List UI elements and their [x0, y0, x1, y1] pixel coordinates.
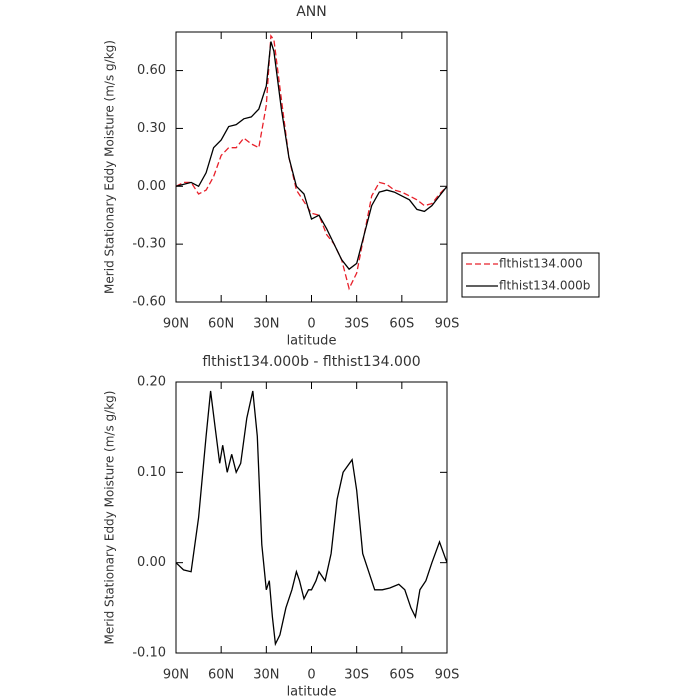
x-tick-label: 90S	[435, 317, 460, 332]
x-tick-label: 0	[307, 668, 315, 683]
y-axis-label: Merid Stationary Eddy Moisture (m/s g/kg…	[103, 40, 117, 294]
legend-label: flthist134.000b	[499, 279, 590, 293]
y-tick-label: -0.60	[132, 295, 166, 310]
x-tick-label: 90S	[435, 668, 460, 683]
y-tick-label: -0.10	[132, 646, 166, 661]
y-tick-label: 0.10	[137, 465, 166, 480]
chart-title: ANN	[296, 4, 327, 20]
x-axis-label: latitude	[287, 685, 337, 700]
x-tick-label: 90N	[163, 317, 189, 332]
series-line	[175, 41, 448, 271]
y-tick-label: 0.60	[137, 63, 166, 78]
x-axis-label: latitude	[287, 334, 337, 349]
x-tick-label: 60N	[208, 317, 234, 332]
y-tick-label: 0.30	[137, 121, 166, 136]
x-tick-label: 30S	[344, 668, 369, 683]
x-tick-label: 0	[307, 317, 315, 332]
x-tick-label: 30S	[344, 317, 369, 332]
y-tick-label: 0.00	[137, 179, 166, 194]
y-tick-label: -0.30	[132, 237, 166, 252]
plot-frame	[175, 381, 448, 654]
x-tick-label: 90N	[163, 668, 189, 683]
x-tick-label: 30N	[253, 668, 279, 683]
y-tick-label: 0.00	[137, 555, 166, 570]
y-axis-label: Merid Stationary Eddy Moisture (m/s g/kg…	[103, 391, 117, 645]
x-tick-label: 60N	[208, 668, 234, 683]
series-line	[175, 390, 448, 647]
legend-box	[461, 252, 600, 298]
x-tick-label: 30N	[253, 317, 279, 332]
x-tick-label: 60S	[389, 317, 414, 332]
chart-title: flthist134.000b - flthist134.000	[202, 354, 420, 370]
legend-label: flthist134.000	[499, 257, 583, 271]
x-tick-label: 60S	[389, 668, 414, 683]
y-tick-label: 0.20	[137, 375, 166, 390]
series-line	[175, 34, 448, 291]
